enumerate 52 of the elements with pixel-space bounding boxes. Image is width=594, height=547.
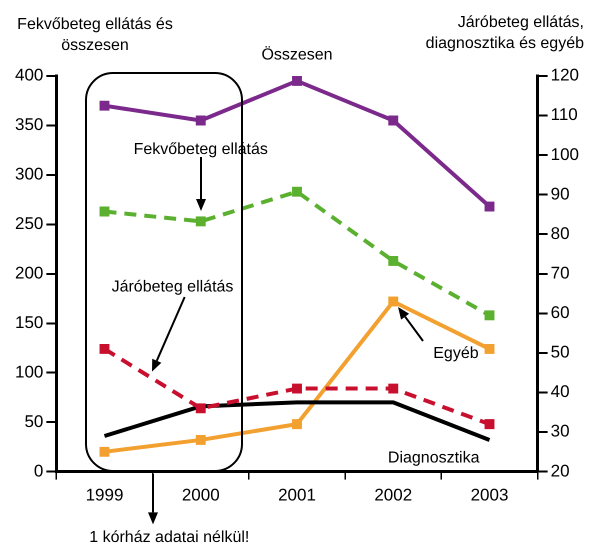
point <box>484 202 494 212</box>
point <box>196 435 206 445</box>
y2-tick-label: 90 <box>550 184 570 204</box>
text: Járóbeteg ellátás <box>112 278 234 296</box>
x-tick-label: 1999 <box>86 485 124 504</box>
y2-tick-label: 20 <box>550 461 570 480</box>
y2-tick-label: 100 <box>550 144 580 164</box>
x-tick-label: 2003 <box>470 485 508 504</box>
point <box>196 116 206 126</box>
y2-tick-label: 40 <box>550 382 570 402</box>
point <box>196 216 206 226</box>
y2-tick-label: 50 <box>550 342 570 362</box>
x-tick-label: 2002 <box>374 485 412 504</box>
y-tick-label: 400 <box>14 66 44 85</box>
point <box>292 76 302 86</box>
y-tick-label: 300 <box>14 164 44 184</box>
y-tick-label: 250 <box>14 214 44 234</box>
x-tick-label: 2000 <box>182 485 220 504</box>
y-tick-label: 200 <box>14 263 44 282</box>
x-tick-label: 2001 <box>278 485 316 504</box>
series-label: Diagnosztika <box>388 449 480 466</box>
y-tick-label: 150 <box>14 312 44 332</box>
y-tick-label: 350 <box>14 115 44 134</box>
y2-tick-label: 30 <box>550 422 570 441</box>
y2-tick-label: 120 <box>550 66 580 85</box>
text: 1 kórház adatai nélkül! <box>89 529 250 546</box>
point <box>292 186 302 197</box>
y-axis-title: Fekvőbeteg ellátás és összesen <box>16 15 174 56</box>
point <box>292 419 302 430</box>
point <box>388 116 398 126</box>
y2-axis-title: Járóbeteg ellátás, diagnosztika és egyéb <box>424 13 584 54</box>
point <box>292 384 302 394</box>
y2-tick-label: 60 <box>550 303 570 322</box>
y-tick-label: 100 <box>14 362 44 382</box>
y2-tick-label: 110 <box>550 105 578 124</box>
series-label: Egyéb <box>433 344 479 362</box>
point <box>484 344 494 354</box>
y-tick-label: 0 <box>34 461 44 480</box>
point <box>388 296 398 306</box>
series-label: Összesen <box>261 45 333 64</box>
point <box>100 446 110 457</box>
y2-tick-label: 70 <box>550 263 570 282</box>
point <box>484 419 494 430</box>
point <box>196 403 206 414</box>
point <box>388 256 398 266</box>
point <box>484 310 494 320</box>
point <box>388 384 398 394</box>
point <box>100 344 110 354</box>
point <box>100 206 110 216</box>
point <box>100 100 110 111</box>
y2-tick-label: 80 <box>550 224 570 243</box>
y-tick-label: 50 <box>24 412 44 431</box>
